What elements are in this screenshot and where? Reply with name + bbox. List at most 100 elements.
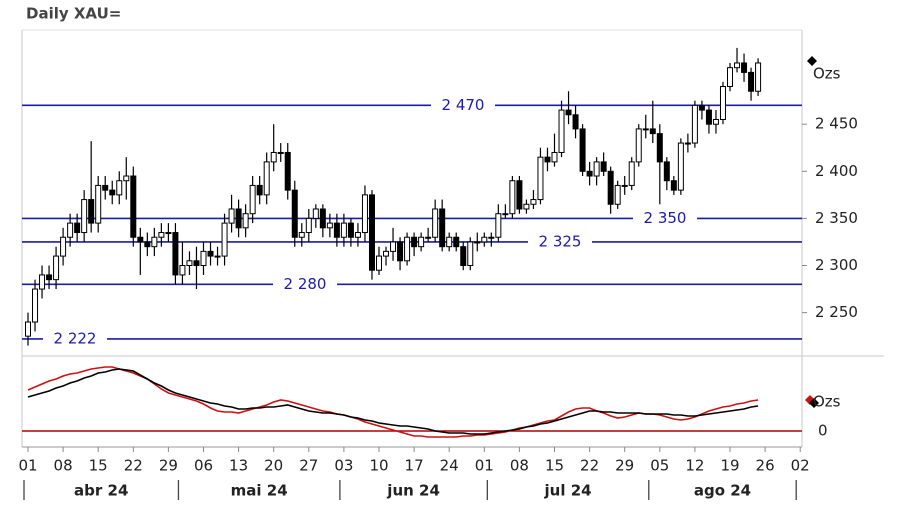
marker <box>809 398 819 408</box>
x-tick-label: 22 <box>580 457 599 475</box>
candle-body <box>495 213 502 238</box>
candle-body <box>755 62 762 92</box>
candle-body <box>537 156 544 201</box>
candle-body <box>116 180 123 196</box>
x-tick-label: 15 <box>545 457 564 475</box>
candle-body <box>130 175 137 238</box>
x-tick-label: 12 <box>685 457 704 475</box>
candle-body <box>530 199 537 205</box>
candle-body <box>158 232 165 238</box>
candle-body <box>354 232 361 238</box>
x-tick-label: 05 <box>650 457 669 475</box>
candle-body <box>593 161 600 177</box>
candle-body <box>411 236 418 248</box>
candle-body <box>698 104 705 111</box>
series-label: Ozs <box>813 65 841 83</box>
candle-body <box>460 246 467 267</box>
y-tick-label: 2 450 <box>815 115 858 133</box>
x-tick-label: 29 <box>615 457 634 475</box>
candle-body <box>670 180 677 191</box>
level-label: 2 325 <box>539 232 582 250</box>
x-tick-label: 15 <box>89 457 108 475</box>
candle-body <box>361 194 368 234</box>
series-label: Ozs <box>813 393 841 411</box>
candle-body <box>558 109 565 153</box>
candle-body <box>621 184 628 187</box>
month-label: mai 24 <box>231 482 288 500</box>
candle-body <box>102 184 109 191</box>
x-tick-label: 01 <box>18 457 37 475</box>
candle-body <box>368 194 375 271</box>
candle-body <box>586 170 593 177</box>
candle-body <box>39 274 46 290</box>
x-tick-label: 08 <box>510 457 529 475</box>
candle-body <box>228 208 235 224</box>
candle-body <box>193 260 200 267</box>
candle-body <box>32 288 39 323</box>
candle-body <box>25 321 31 337</box>
y-tick-label: 0 <box>818 422 828 440</box>
candle-body <box>305 217 312 234</box>
candle-body <box>741 62 748 73</box>
level-label: 2 470 <box>442 96 485 114</box>
candle-body <box>179 265 186 276</box>
candle-body <box>523 203 530 210</box>
level-label-bg <box>43 329 107 348</box>
candle-body <box>172 232 179 276</box>
candle-body <box>614 184 621 205</box>
candle-body <box>425 236 432 239</box>
candle-body <box>67 222 74 238</box>
y-tick-label: 2 250 <box>815 303 858 321</box>
candle-body <box>151 236 158 248</box>
candle-body <box>186 260 193 267</box>
candle-body <box>663 161 670 182</box>
candle-body <box>579 128 586 172</box>
candle-body <box>298 232 305 238</box>
indicator-line <box>27 368 759 435</box>
candle-body <box>88 199 95 224</box>
candle-body <box>390 241 397 252</box>
level-label: 2 350 <box>644 209 687 227</box>
candle-body <box>333 222 340 238</box>
candle-body <box>474 241 481 244</box>
chart-title: Daily XAU= <box>26 5 121 23</box>
level-label: 2 222 <box>54 329 97 347</box>
candle-body <box>277 151 284 154</box>
x-tick-label: 27 <box>299 457 318 475</box>
y-tick-label: 2 300 <box>815 256 858 274</box>
candle-body <box>95 184 102 224</box>
candle-body <box>123 175 130 182</box>
candle-body <box>691 104 698 144</box>
candle-body <box>383 250 390 257</box>
candle-body <box>214 255 221 258</box>
x-tick-label: 17 <box>405 457 424 475</box>
level-label-bg <box>273 275 337 294</box>
candle-body <box>347 222 354 238</box>
indicator-line <box>27 366 759 438</box>
month-label: ago 24 <box>694 482 751 500</box>
candle-body <box>291 189 298 238</box>
marker <box>807 56 817 66</box>
candle-body <box>488 236 495 239</box>
candle-body <box>137 236 144 243</box>
candle-body <box>242 213 249 229</box>
candle-body <box>60 236 67 257</box>
candle-body <box>109 189 116 196</box>
x-tick-label: 02 <box>791 457 810 475</box>
candle-body <box>404 236 411 262</box>
candle-body <box>481 236 488 243</box>
candle-body <box>221 222 228 257</box>
candle-body <box>319 208 326 229</box>
month-label: jul 24 <box>544 482 592 500</box>
candle-body <box>46 274 53 281</box>
candle-body <box>340 222 347 238</box>
level-label-bg <box>528 232 592 251</box>
candle-body <box>235 208 242 229</box>
level-label-bg <box>633 209 697 228</box>
candle-body <box>439 208 446 248</box>
candle-body <box>376 255 382 271</box>
x-tick-label: 20 <box>264 457 283 475</box>
candle-body <box>207 250 214 257</box>
